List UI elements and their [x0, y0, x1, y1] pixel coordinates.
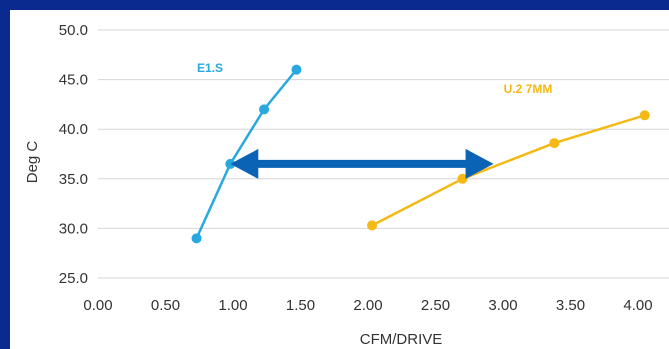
- data-point: [549, 138, 560, 149]
- series-label: E1.S: [197, 61, 223, 75]
- x-tick-label: 1.00: [218, 297, 247, 314]
- y-tick-label: 35.0: [59, 171, 88, 188]
- data-point: [367, 220, 378, 231]
- grid-lines: [98, 29, 669, 279]
- annotation-layer: [230, 148, 494, 179]
- series-label: U.2 7MM: [504, 82, 553, 96]
- data-point: [457, 173, 468, 184]
- y-axis-label: Deg C: [24, 141, 41, 184]
- x-tick-label: 2.50: [421, 297, 450, 314]
- series-line: [195, 68, 298, 239]
- x-tick-label: 0.50: [151, 297, 180, 314]
- y-tick-label: 45.0: [59, 72, 88, 89]
- chart-panel: 25.0 30.0 35.0 40.0 45.0 50.0 0.00 0.50 1.00 1.5…: [10, 10, 669, 349]
- x-tick-label: 3.50: [556, 297, 585, 314]
- y-tick-label: 50.0: [59, 22, 88, 39]
- y-axis-ticks: 25.0 30.0 35.0 40.0 45.0 50.0: [59, 22, 88, 287]
- x-tick-label: 1.50: [286, 297, 315, 314]
- data-point: [259, 104, 270, 115]
- x-tick-label: 0.00: [83, 297, 112, 314]
- x-tick-label: 2.00: [353, 297, 382, 314]
- y-tick-label: 25.0: [59, 270, 88, 287]
- data-point: [291, 64, 302, 75]
- chart: 25.0 30.0 35.0 40.0 45.0 50.0 0.00 0.50 1.00 1.5…: [24, 22, 669, 348]
- data-point: [639, 110, 650, 121]
- x-tick-label: 4.00: [623, 297, 652, 314]
- data-point: [191, 233, 202, 244]
- y-tick-label: 30.0: [59, 220, 88, 237]
- x-tick-label: 3.00: [488, 297, 517, 314]
- series-line: [371, 114, 646, 227]
- y-tick-label: 40.0: [59, 121, 88, 138]
- x-axis-ticks: 0.00 0.50 1.00 1.50 2.00 2.50 3.00 3.50 4.00: [83, 297, 652, 314]
- x-axis-label: CFM/DRIVE: [360, 331, 443, 348]
- series-layer: E1.S U.2 7MM: [191, 61, 650, 244]
- arrow-head-right: [465, 148, 494, 179]
- arrow-head-left: [230, 148, 259, 179]
